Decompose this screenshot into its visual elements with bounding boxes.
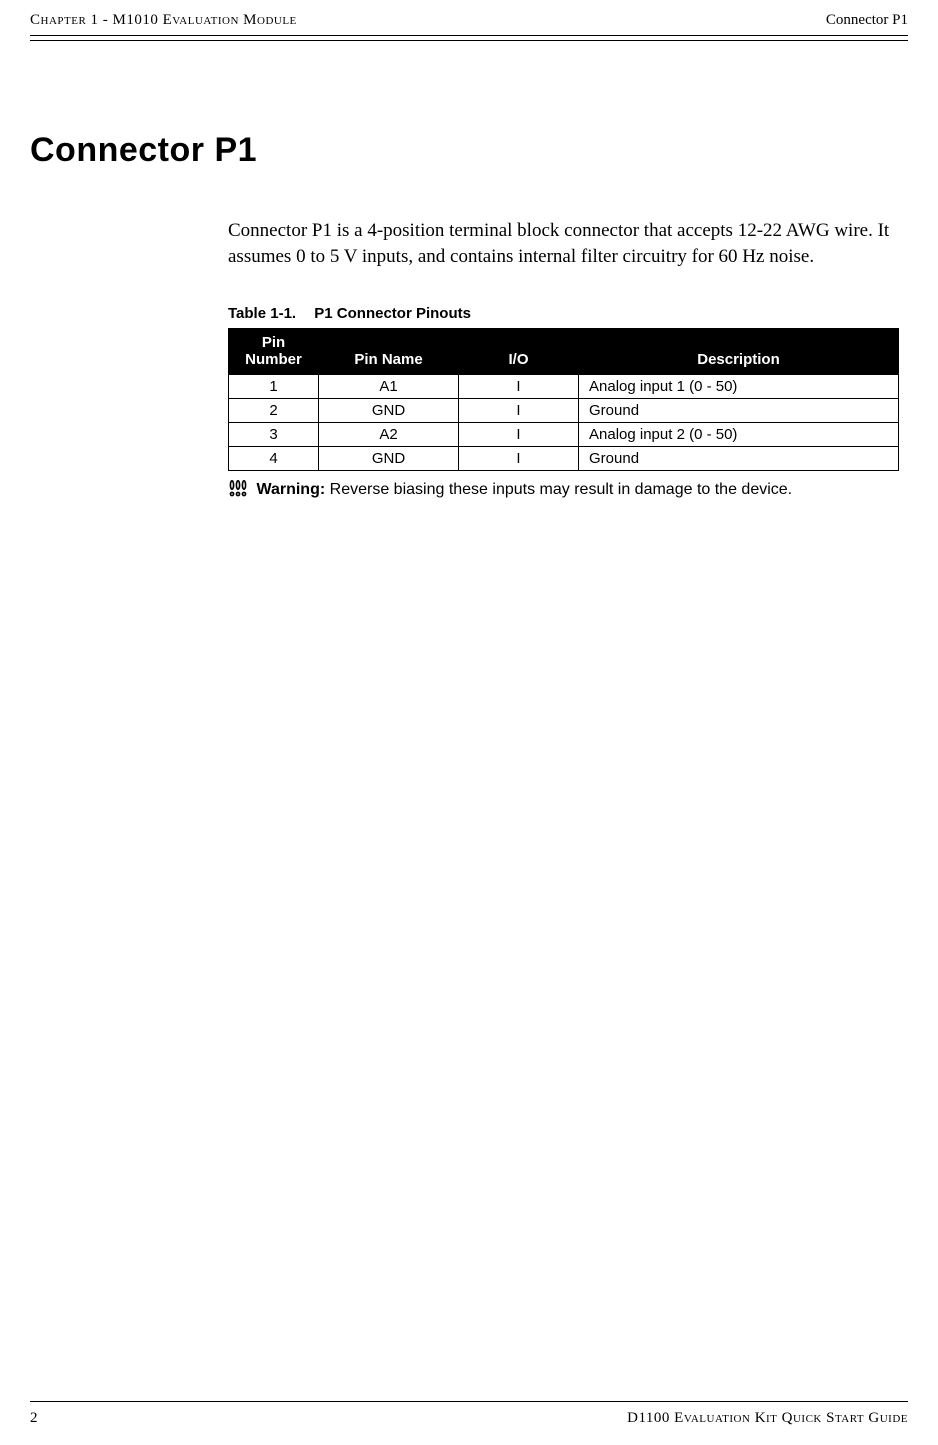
table-row: 1 A1 I Analog input 1 (0 - 50) — [229, 375, 899, 399]
cell-io: I — [459, 375, 579, 399]
page-header: Chapter 1 - M1010 Evaluation Module Conn… — [30, 12, 908, 36]
cell-name: A1 — [319, 375, 459, 399]
cell-name: A2 — [319, 423, 459, 447]
cell-desc: Ground — [579, 447, 899, 471]
warning-block: Warning: Reverse biasing these inputs ma… — [228, 479, 902, 504]
warning-label: Warning: — [256, 481, 325, 498]
table-body: 1 A1 I Analog input 1 (0 - 50) 2 GND I G… — [229, 375, 899, 471]
cell-name: GND — [319, 447, 459, 471]
cell-pin: 4 — [229, 447, 319, 471]
table-title: P1 Connector Pinouts — [314, 305, 471, 322]
cell-desc: Ground — [579, 399, 899, 423]
table-caption: Table 1-1. P1 Connector Pinouts — [228, 305, 902, 322]
col-header-pin-l1: Pin — [262, 334, 285, 351]
cell-io: I — [459, 399, 579, 423]
cell-pin: 1 — [229, 375, 319, 399]
intro-paragraph: Connector P1 is a 4-position terminal bl… — [228, 218, 902, 269]
page-number: 2 — [30, 1410, 38, 1427]
footer-guide: D1100 Evaluation Kit Quick Start Guide — [627, 1410, 908, 1427]
section-title: Connector P1 — [30, 131, 908, 170]
pinout-table: Pin Number Pin Name I/O Description 1 A1… — [228, 328, 899, 471]
cell-pin: 2 — [229, 399, 319, 423]
cell-io: I — [459, 423, 579, 447]
col-header-io: I/O — [459, 329, 579, 375]
table-row: 3 A2 I Analog input 2 (0 - 50) — [229, 423, 899, 447]
col-header-pin: Pin Number — [229, 329, 319, 375]
cell-io: I — [459, 447, 579, 471]
col-header-pin-l2: Number — [245, 351, 302, 368]
header-rule — [30, 40, 908, 41]
col-header-name: Pin Name — [319, 329, 459, 375]
table-number: Table 1-1. — [228, 305, 296, 322]
col-header-desc: Description — [579, 329, 899, 375]
header-left: Chapter 1 - M1010 Evaluation Module — [30, 12, 297, 29]
header-right: Connector P1 — [826, 12, 908, 29]
cell-name: GND — [319, 399, 459, 423]
page-footer: 2 D1100 Evaluation Kit Quick Start Guide — [30, 1401, 908, 1427]
warning-icon — [228, 479, 248, 504]
warning-text: Reverse biasing these inputs may result … — [330, 481, 792, 498]
cell-desc: Analog input 1 (0 - 50) — [579, 375, 899, 399]
table-row: 2 GND I Ground — [229, 399, 899, 423]
table-header-row: Pin Number Pin Name I/O Description — [229, 329, 899, 375]
body-column: Connector P1 is a 4-position terminal bl… — [228, 218, 902, 505]
table-row: 4 GND I Ground — [229, 447, 899, 471]
footer-rule — [30, 1401, 908, 1402]
cell-pin: 3 — [229, 423, 319, 447]
cell-desc: Analog input 2 (0 - 50) — [579, 423, 899, 447]
